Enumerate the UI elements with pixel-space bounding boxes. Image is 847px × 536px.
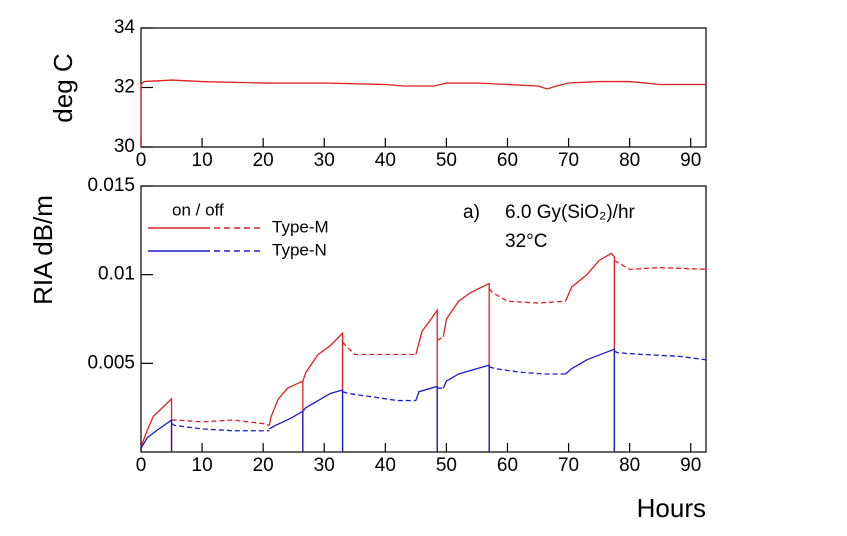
x-tick-label: 20: [253, 150, 274, 171]
line: [171, 419, 270, 427]
line: [140, 397, 173, 452]
x-tick-label: 60: [497, 150, 518, 171]
x-tick-label: 50: [436, 150, 457, 171]
line: [302, 389, 344, 452]
x-tick-label: 30: [314, 150, 335, 171]
line: [342, 341, 416, 356]
line: [415, 385, 438, 452]
x-tick-label: 30: [314, 455, 335, 476]
x-tick-label: 0: [136, 150, 147, 171]
line: [415, 308, 438, 452]
line: [442, 364, 490, 452]
line: [302, 331, 344, 452]
y-tick-label: 30: [114, 136, 135, 157]
x-tick-label: 90: [680, 150, 701, 171]
x-axis-label: Hours: [637, 493, 706, 523]
x-tick-label: 20: [253, 455, 274, 476]
x-tick-label: 90: [680, 455, 701, 476]
x-tick-label: 10: [192, 455, 213, 476]
x-tick-label: 70: [558, 455, 579, 476]
line: [442, 282, 490, 452]
bottom-frame: [140, 185, 707, 453]
line: [564, 252, 616, 452]
x-tick-label: 10: [192, 150, 213, 171]
x-tick-label: 40: [375, 455, 396, 476]
annotation: 6.0 Gy(SiO₂)/hr: [505, 202, 636, 223]
line: [565, 348, 616, 452]
line: [614, 259, 707, 271]
line: [436, 336, 444, 341]
y-axis-label: RIA dB/m: [28, 195, 58, 305]
y-tick-label: 0.005: [87, 352, 135, 373]
legend-label: Type-M: [272, 217, 329, 236]
x-tick-label: 60: [497, 455, 518, 476]
line: [140, 79, 706, 147]
x-tick-label: 0: [136, 455, 147, 476]
x-tick-label: 50: [436, 455, 457, 476]
annotation: 32°C: [505, 231, 547, 252]
line: [171, 423, 270, 432]
y-axis-label: deg C: [48, 53, 78, 122]
annotation: a): [463, 202, 480, 223]
top-frame: [140, 27, 707, 148]
line: [268, 380, 304, 452]
line: [614, 350, 707, 361]
legend-title: on / off: [172, 200, 224, 219]
y-tick-label: 32: [114, 77, 135, 98]
line: [488, 366, 566, 375]
legend-label: Type-N: [272, 240, 327, 259]
x-tick-label: 80: [619, 455, 640, 476]
x-tick-label: 80: [619, 150, 640, 171]
line: [268, 410, 304, 452]
x-tick-label: 70: [558, 150, 579, 171]
line: [342, 391, 416, 402]
line: [140, 418, 173, 452]
line: [488, 288, 566, 304]
y-tick-label: 0.015: [87, 175, 135, 196]
y-tick-label: 34: [114, 17, 136, 38]
x-tick-label: 40: [375, 150, 396, 171]
y-tick-label: 0.01: [98, 264, 135, 285]
